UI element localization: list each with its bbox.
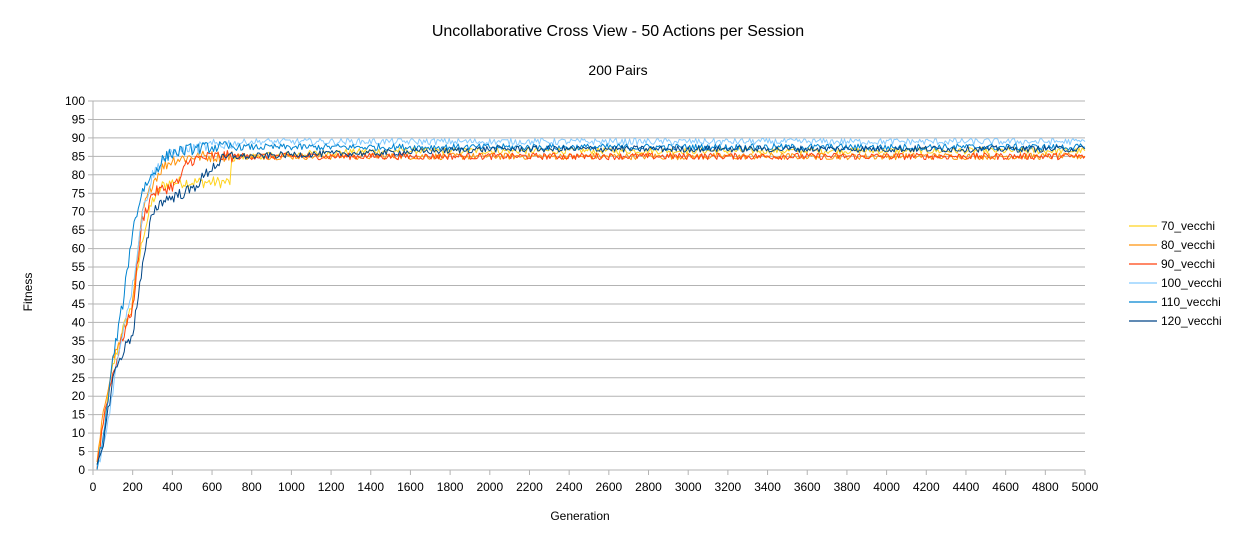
series-line-70-vecchi [96, 147, 1086, 465]
legend: 70_vecchi 80_vecchi 90_vecchi 100_vecchi 110… [1129, 219, 1222, 328]
legend-label: 120_vecchi [1161, 314, 1222, 328]
y-tick-label: 45 [72, 297, 86, 311]
y-tick-label: 5 [78, 445, 85, 459]
y-tick-label: 55 [72, 260, 86, 274]
y-tick-label: 25 [72, 371, 86, 385]
x-tick-label: 400 [162, 480, 182, 494]
y-tick-label: 85 [72, 149, 86, 163]
legend-label: 90_vecchi [1161, 257, 1215, 271]
series-layer [96, 137, 1086, 471]
legend-label: 110_vecchi [1161, 295, 1221, 309]
y-tick-label: 70 [72, 205, 86, 219]
x-tick-label: 4400 [953, 480, 980, 494]
x-tick-label: 3200 [715, 480, 742, 494]
chart-subtitle: 200 Pairs [588, 62, 647, 78]
series-line-120-vecchi [96, 145, 1086, 465]
x-tick-label: 4000 [873, 480, 900, 494]
series-line-80-vecchi [96, 150, 1086, 463]
legend-label: 70_vecchi [1161, 219, 1215, 233]
y-tick-label: 75 [72, 186, 86, 200]
series-line-90-vecchi [96, 150, 1086, 469]
x-tick-label: 1200 [318, 480, 345, 494]
x-tick-label: 0 [90, 480, 97, 494]
x-tick-label: 2200 [516, 480, 543, 494]
y-tick-label: 100 [65, 94, 85, 108]
x-tick-label: 3600 [794, 480, 821, 494]
x-tick-label: 1600 [397, 480, 424, 494]
x-axis-label: Generation [550, 509, 609, 523]
x-tick-label: 1400 [357, 480, 384, 494]
y-tick-label: 10 [72, 426, 86, 440]
x-tick-label: 4200 [913, 480, 940, 494]
series-line-110-vecchi [96, 141, 1086, 471]
x-tick-label: 2000 [476, 480, 503, 494]
legend-label: 100_vecchi [1161, 276, 1222, 290]
axes [88, 100, 1086, 475]
x-tick-label: 3000 [675, 480, 702, 494]
series-line-100-vecchi [96, 137, 1086, 467]
y-tick-label: 60 [72, 242, 86, 256]
x-tick-label: 800 [242, 480, 262, 494]
y-tick-label: 30 [72, 352, 86, 366]
chart-title: Uncollaborative Cross View - 50 Actions … [432, 23, 804, 40]
y-tick-labels: 0 5 10 15 20 25 30 35 40 45 50 55 60 65 70 75 80 85 90 95 10… [65, 94, 85, 477]
y-tick-label: 15 [72, 408, 86, 422]
y-tick-label: 80 [72, 168, 86, 182]
x-tick-labels: 0 200 400 600 800 1000 1200 1400 1600 1800 2000 220… [90, 480, 1099, 494]
y-tick-label: 20 [72, 389, 86, 403]
y-tick-label: 35 [72, 334, 86, 348]
y-tick-label: 40 [72, 315, 86, 329]
x-tick-label: 1800 [437, 480, 464, 494]
x-tick-label: 2400 [556, 480, 583, 494]
x-tick-label: 600 [202, 480, 222, 494]
y-tick-label: 90 [72, 131, 86, 145]
x-tick-label: 1000 [278, 480, 305, 494]
y-tick-label: 95 [72, 112, 86, 126]
x-tick-label: 3800 [834, 480, 861, 494]
x-tick-label: 4800 [1032, 480, 1059, 494]
y-tick-label: 65 [72, 223, 86, 237]
x-tick-label: 2600 [595, 480, 622, 494]
y-axis-label: Fitness [21, 273, 35, 312]
x-tick-label: 5000 [1072, 480, 1099, 494]
x-tick-label: 3400 [754, 480, 781, 494]
x-tick-label: 4600 [992, 480, 1019, 494]
x-tick-label: 2800 [635, 480, 662, 494]
y-tick-label: 0 [78, 463, 85, 477]
x-tick-label: 200 [123, 480, 143, 494]
legend-label: 80_vecchi [1161, 238, 1215, 252]
y-tick-label: 50 [72, 279, 86, 293]
